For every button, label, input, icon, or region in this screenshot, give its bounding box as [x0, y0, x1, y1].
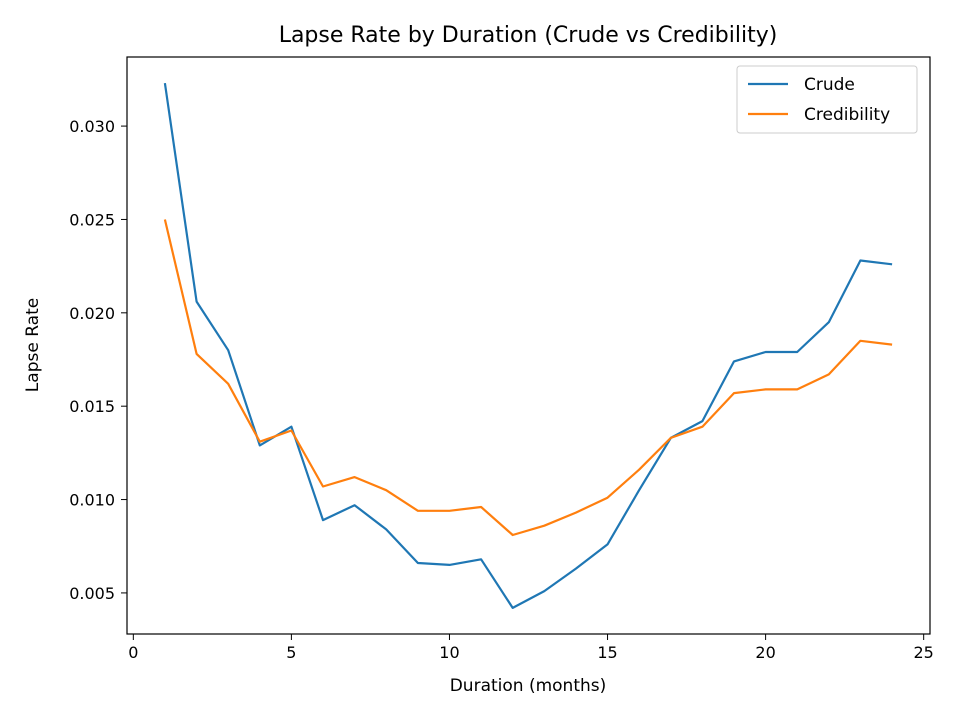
x-tick-label: 0 — [128, 643, 138, 662]
legend-label-credibility: Credibility — [804, 105, 890, 125]
series-line-crude — [163, 82, 893, 610]
legend: Crude Credibility — [736, 65, 918, 134]
x-tick-label: 25 — [913, 643, 933, 662]
y-axis-title: Lapse Rate — [23, 298, 43, 392]
legend-label-crude: Crude — [804, 75, 855, 95]
y-tick-label: 0.020 — [69, 304, 115, 323]
plot-area: 0 5 10 15 20 25 0.005 0.010 0.015 0.020 0.025 0.030 — [69, 82, 934, 662]
x-tick-label: 15 — [597, 643, 617, 662]
y-tick-label: 0.015 — [69, 397, 115, 416]
x-axis-title: Duration (months) — [450, 676, 607, 696]
chart-title: Lapse Rate by Duration (Crude vs Credibi… — [279, 23, 778, 48]
y-tick-label: 0.030 — [69, 117, 115, 136]
series-line-credibility — [163, 219, 893, 537]
legend-box — [736, 65, 918, 134]
x-tick-label: 20 — [755, 643, 775, 662]
x-tick-label: 5 — [286, 643, 296, 662]
plot-frame — [126, 56, 931, 635]
y-tick-label: 0.025 — [69, 210, 115, 229]
y-tick-label: 0.010 — [69, 491, 115, 510]
y-tick-label: 0.005 — [69, 584, 115, 603]
x-tick-label: 10 — [439, 643, 459, 662]
